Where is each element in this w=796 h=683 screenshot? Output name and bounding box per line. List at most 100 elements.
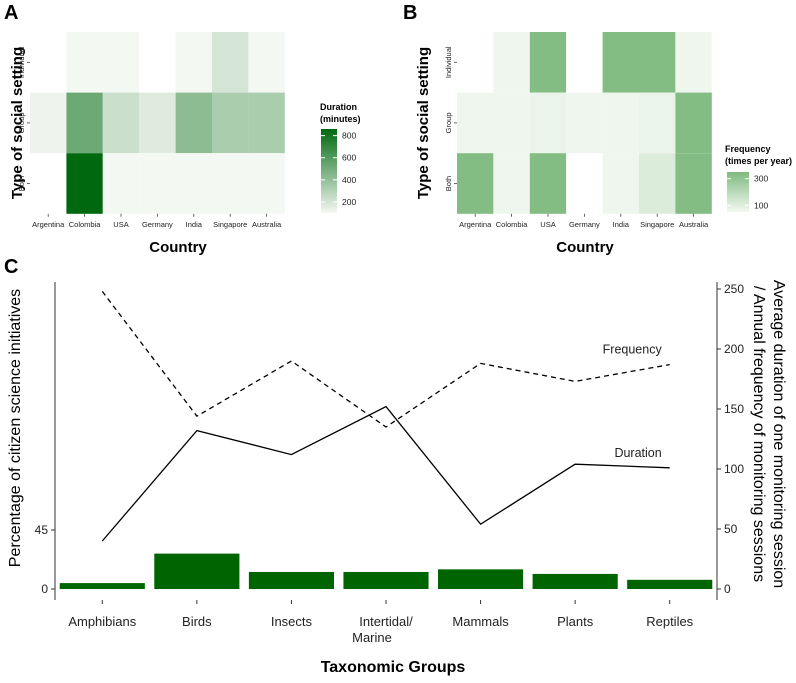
- heat-cell-both-argentina: [457, 153, 494, 214]
- right-tick-label: 50: [724, 522, 738, 536]
- heat-cell-group-germany: [566, 92, 603, 154]
- legend-a-title-line1: Duration: [320, 102, 357, 112]
- bar-mammals: [438, 569, 524, 589]
- legend-a-title-line2: (minutes): [320, 114, 361, 124]
- left-tick-label: 45: [35, 523, 49, 537]
- heat-cell-both-usa: [529, 153, 567, 214]
- x-tick-label-line1: Intertidal/: [359, 614, 413, 629]
- x-tick-label-plants: Plants: [557, 614, 594, 629]
- panel-c-left-ylabel: Percentage of citizen science initiative…: [7, 289, 24, 567]
- x-tick-label-singapore: Singapore: [640, 220, 674, 229]
- heat-cell-group-argentina: [30, 92, 67, 154]
- heat-cell-group-india: [175, 92, 212, 154]
- heat-cell-group-india: [602, 92, 639, 154]
- series-line-frequency: [101, 291, 670, 428]
- x-tick-label-singapore: Singapore: [213, 220, 247, 229]
- x-tick-label-line2: Marine: [352, 630, 392, 645]
- right-tick-label: 150: [724, 402, 744, 416]
- x-tick-label-usa: USA: [113, 220, 128, 229]
- heat-cell-both-colombia: [66, 153, 103, 214]
- heat-cell-group-germany: [139, 92, 176, 154]
- x-tick-label-insects: Insects: [271, 614, 313, 629]
- panel-b-cells: [457, 32, 712, 214]
- heat-cell-both-singapore: [639, 153, 676, 214]
- heat-cell-group-australia: [675, 92, 712, 154]
- panel-c-label: C: [4, 256, 18, 278]
- heat-cell-group-singapore: [212, 92, 249, 154]
- panel-a-label: A: [4, 2, 18, 24]
- panel-b-xlabel: Country: [556, 239, 614, 256]
- heat-cell-individual-australia: [675, 32, 712, 93]
- series-line-duration: [101, 405, 670, 542]
- heat-cell-group-usa: [102, 92, 140, 154]
- legend-tick-label: 800: [342, 131, 356, 141]
- heat-cell-individual-australia: [248, 32, 285, 93]
- y-tick-label-group: Group: [444, 112, 453, 133]
- heat-cell-both-australia: [248, 153, 285, 214]
- heat-cell-both-india: [602, 153, 639, 214]
- panel-a-cells: [30, 32, 285, 214]
- legend-b-title-line1: Frequency: [725, 144, 771, 154]
- x-tick-label-colombia: Colombia: [496, 220, 529, 229]
- x-tick-label-india: India: [186, 220, 203, 229]
- x-tick-label-colombia: Colombia: [69, 220, 102, 229]
- panel-b-y-ticks: Individual Group Both: [444, 46, 457, 191]
- panel-a-ylabel: Type of social setting: [9, 47, 26, 199]
- x-tick-label-india: India: [613, 220, 630, 229]
- bar-birds: [154, 553, 240, 589]
- bar-intertidal-marine: [343, 571, 429, 589]
- heat-cell-both-india: [175, 153, 212, 214]
- heat-cell-individual-singapore: [639, 32, 676, 93]
- heat-cell-individual-usa: [102, 32, 140, 93]
- panel-b-ylabel: Type of social setting: [415, 47, 432, 199]
- heat-cell-both-australia: [675, 153, 712, 214]
- heat-cell-individual-usa: [529, 32, 567, 93]
- heat-cell-both-germany: [139, 153, 176, 214]
- legend-b-title-line2: (times per year): [725, 156, 792, 166]
- heat-cell-group-singapore: [639, 92, 676, 154]
- heat-cell-individual-germany: [139, 32, 176, 93]
- bar-amphibians: [59, 583, 145, 589]
- panel-b-legend: Frequency (times per year) 300 100: [725, 144, 792, 212]
- heat-cell-individual-argentina: [30, 32, 67, 93]
- heat-cell-individual-argentina: [457, 32, 494, 93]
- legend-tick-label: 600: [342, 153, 356, 163]
- panel-a-y-ticks: Individual Group Both: [17, 46, 30, 191]
- heat-cell-group-colombia: [66, 92, 103, 154]
- legend-tick-label: 100: [754, 200, 768, 210]
- panel-b-x-ticks: Argentina Colombia USA Germany India Singapor…: [459, 213, 709, 229]
- heat-cell-individual-singapore: [212, 32, 249, 93]
- right-tick-label: 0: [724, 582, 731, 596]
- legend-tick-label: 200: [342, 197, 356, 207]
- bar-reptiles: [627, 579, 713, 589]
- heat-cell-both-singapore: [212, 153, 249, 214]
- x-tick-label-amphibians: Amphibians: [68, 614, 136, 629]
- y-tick-label-both: Both: [17, 176, 26, 191]
- x-tick-label-argentina: Argentina: [32, 220, 65, 229]
- series-label-frequency: Frequency: [603, 343, 663, 357]
- legend-tick-label: 300: [754, 174, 768, 184]
- x-tick-label-birds: Birds: [182, 614, 212, 629]
- panel-c-combo-chart: C Percentage of citizen science initiati…: [4, 256, 787, 676]
- panel-b-heatmap: B Type of social setting Country Argenti…: [403, 2, 792, 256]
- x-tick-label-germany: Germany: [569, 220, 600, 229]
- heat-cell-both-usa: [102, 153, 140, 214]
- x-tick-label-germany: Germany: [142, 220, 173, 229]
- y-tick-label-individual: Individual: [17, 46, 26, 78]
- heat-cell-individual-colombia: [66, 32, 103, 93]
- heat-cell-individual-germany: [566, 32, 603, 93]
- right-tick-label: 200: [724, 342, 744, 356]
- y-tick-label-individual: Individual: [444, 46, 453, 78]
- x-tick-label-mammals: Mammals: [452, 614, 509, 629]
- panel-c-right-ylabel-line2: / Annual frequency of monitoring session…: [750, 286, 767, 582]
- heat-cell-both-argentina: [30, 153, 67, 214]
- heat-cell-group-usa: [529, 92, 567, 154]
- heat-cell-individual-colombia: [493, 32, 530, 93]
- panel-c-xlabel: Taxonomic Groups: [321, 659, 466, 676]
- right-tick-label: 250: [724, 282, 744, 296]
- x-tick-label-usa: USA: [540, 220, 555, 229]
- right-tick-label: 100: [724, 462, 744, 476]
- bar-insects: [248, 571, 334, 589]
- series-label-duration: Duration: [614, 446, 661, 460]
